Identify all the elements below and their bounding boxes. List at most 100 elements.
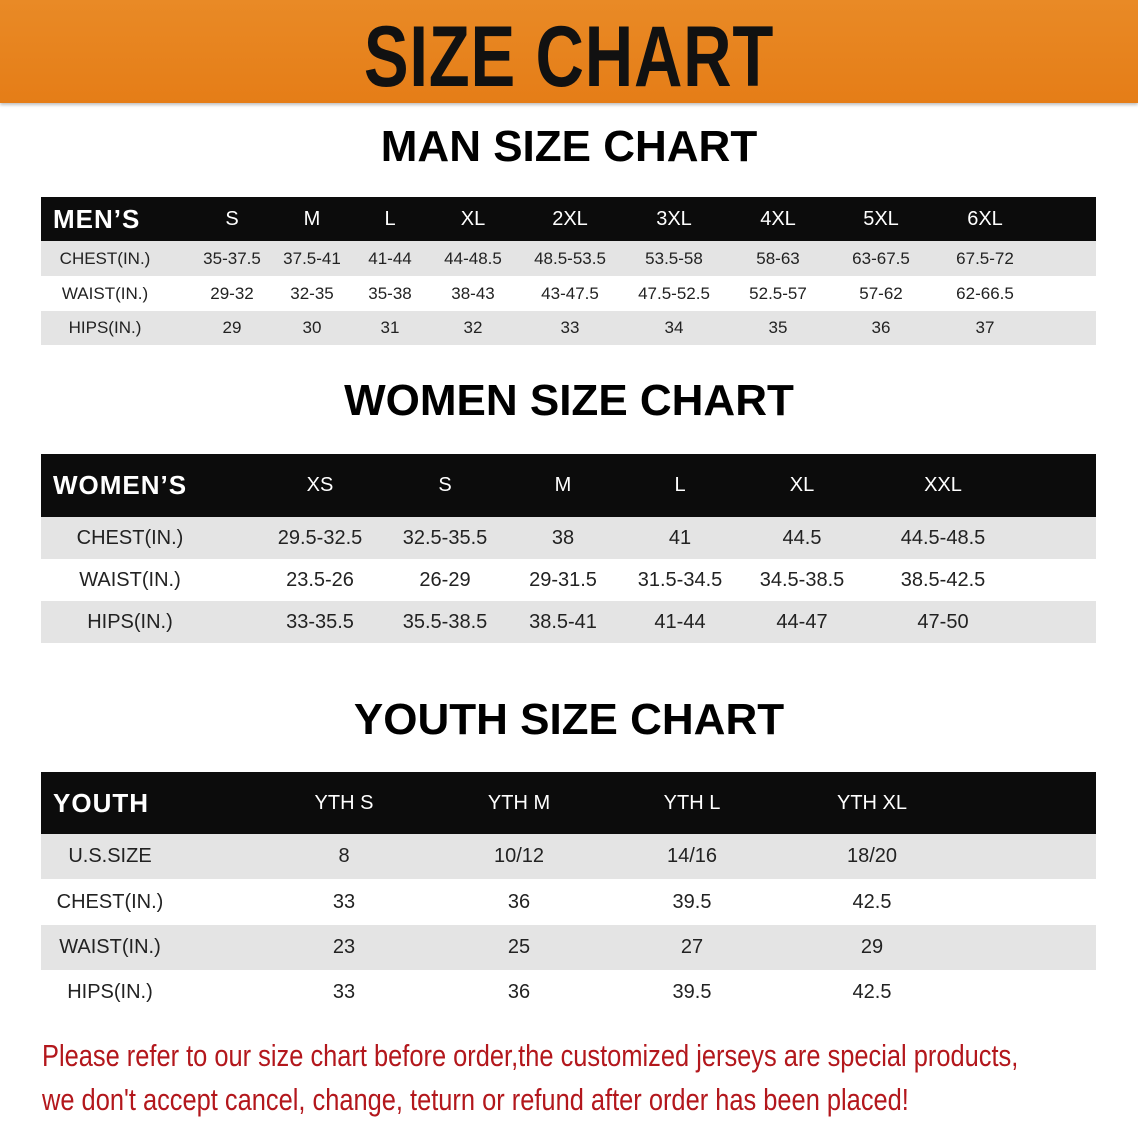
table-cell: 58-63 xyxy=(756,248,800,268)
table-cell: 47-50 xyxy=(917,610,969,633)
table-cell: 41-44 xyxy=(368,248,412,268)
row-label: WAIST(IN.) xyxy=(79,568,181,591)
row-label: CHEST(IN.) xyxy=(59,248,151,268)
table-cell: 35-38 xyxy=(368,283,412,303)
banner-title: SIZE CHART xyxy=(363,9,775,105)
row-label: HIPS(IN.) xyxy=(87,610,173,633)
table-cell: 35 xyxy=(768,318,788,337)
table-cell: 32-35 xyxy=(290,283,334,303)
table-cell: 36 xyxy=(871,318,891,337)
table-cell: 32 xyxy=(463,318,483,337)
table-cell: 23.5-26 xyxy=(286,568,354,591)
table-cell: 38-43 xyxy=(451,283,495,303)
table-header-row: WOMEN’S XS S M L XL XXL xyxy=(41,454,1096,517)
table-row: HIPS(IN.) 33-35.5 35.5-38.5 38.5-41 41-44 44-… xyxy=(41,601,1096,643)
row-label: HIPS(IN.) xyxy=(68,318,142,337)
banner: SIZE CHART xyxy=(0,0,1138,105)
size-header: 2XL xyxy=(552,207,588,230)
table-cell: 35.5-38.5 xyxy=(402,610,488,633)
table-cell: 44-48.5 xyxy=(444,248,502,268)
table-cell: 18/20 xyxy=(846,845,898,867)
table-cell: 44.5 xyxy=(782,526,822,549)
table-cell: 29-32 xyxy=(210,283,254,303)
men-size-table: MEN’S S M L XL 2XL 3XL 4XL 5XL 6XL CHEST(IN.) 35-37… xyxy=(41,197,1096,345)
size-header: L xyxy=(674,474,686,496)
size-header: M xyxy=(303,207,321,230)
table-cell: 27 xyxy=(680,936,704,958)
table-row: HIPS(IN.) 29 30 31 32 33 34 35 36 37 xyxy=(41,311,1096,345)
table-cell: 33 xyxy=(560,318,580,337)
notice-line-1: Please refer to our size chart before or… xyxy=(42,1038,1019,1073)
row-label: HIPS(IN.) xyxy=(67,981,153,1003)
table-cell: 44-47 xyxy=(776,610,828,633)
table-row: HIPS(IN.) 33 36 39.5 42.5 xyxy=(41,970,1096,1015)
table-cell: 38 xyxy=(551,526,575,549)
size-header: 5XL xyxy=(863,207,899,230)
size-header: S xyxy=(438,474,452,496)
table-cell: 63-67.5 xyxy=(852,248,910,268)
table-cell: 52.5-57 xyxy=(749,283,807,303)
size-header: 3XL xyxy=(656,207,692,230)
table-cell: 39.5 xyxy=(672,981,712,1003)
table-cell: 36 xyxy=(507,981,531,1003)
table-row: CHEST(IN.) 35-37.5 37.5-41 41-44 44-48.5 48.5… xyxy=(41,241,1096,276)
size-header: XL xyxy=(460,207,486,230)
table-row: WAIST(IN.) 23 25 27 29 xyxy=(41,925,1096,970)
size-header: YTH S xyxy=(314,791,374,814)
table-cell: 29-31.5 xyxy=(529,568,597,591)
women-size-table: WOMEN’S XS S M L XL XXL CHEST(IN.) 29.5-32.5 32.5… xyxy=(41,454,1096,643)
size-header: XL xyxy=(789,474,815,496)
youth-size-table: YOUTH YTH S YTH M YTH L YTH XL U.S.SIZE 8 10/12… xyxy=(41,772,1096,1015)
table-cell: 10/12 xyxy=(493,845,545,867)
row-label: CHEST(IN.) xyxy=(76,526,184,549)
table-cell: 30 xyxy=(302,318,322,337)
youth-section-title: YOUTH SIZE CHART xyxy=(353,695,785,744)
table-cell: 31 xyxy=(380,318,400,337)
row-label: WAIST(IN.) xyxy=(59,936,161,958)
table-cell: 38.5-42.5 xyxy=(900,568,986,591)
size-header: YTH L xyxy=(663,791,721,814)
table-cell: 8 xyxy=(338,845,350,867)
table-cell: 35-37.5 xyxy=(203,248,261,268)
table-title-cell: WOMEN’S xyxy=(53,470,188,500)
table-cell: 44.5-48.5 xyxy=(900,526,986,549)
table-cell: 33 xyxy=(332,890,356,913)
table-cell: 41-44 xyxy=(654,610,706,633)
table-cell: 33-35.5 xyxy=(286,610,354,633)
table-cell: 67.5-72 xyxy=(956,248,1014,268)
table-cell: 53.5-58 xyxy=(645,248,703,268)
table-cell: 25 xyxy=(507,936,531,958)
table-row: WAIST(IN.) 23.5-26 26-29 29-31.5 31.5-34.5 34… xyxy=(41,559,1096,601)
table-cell: 47.5-52.5 xyxy=(638,283,710,303)
table-cell: 43-47.5 xyxy=(541,283,599,303)
table-title-cell: MEN’S xyxy=(53,203,141,234)
table-cell: 34 xyxy=(664,318,684,337)
table-cell: 48.5-53.5 xyxy=(534,248,606,268)
table-cell: 26-29 xyxy=(419,568,471,591)
table-cell: 36 xyxy=(507,890,531,913)
table-cell: 42.5 xyxy=(852,890,892,913)
size-header: YTH XL xyxy=(836,791,908,814)
table-cell: 38.5-41 xyxy=(529,610,597,633)
table-cell: 29 xyxy=(860,936,884,958)
table-cell: 42.5 xyxy=(852,981,892,1003)
size-header: L xyxy=(384,207,396,230)
size-header: M xyxy=(554,474,572,496)
women-section-title: WOMEN SIZE CHART xyxy=(344,376,794,425)
table-row: WAIST(IN.) 29-32 32-35 35-38 38-43 43-47.5 47.… xyxy=(41,276,1096,311)
table-cell: 34.5-38.5 xyxy=(759,568,845,591)
table-cell: 57-62 xyxy=(859,283,903,303)
row-label: CHEST(IN.) xyxy=(56,890,164,913)
table-cell: 14/16 xyxy=(666,845,718,867)
table-cell: 37 xyxy=(975,318,995,337)
table-cell: 29.5-32.5 xyxy=(277,526,363,549)
table-title-cell: YOUTH xyxy=(53,787,149,818)
size-header: 4XL xyxy=(760,207,796,230)
table-header-row: MEN’S S M L XL 2XL 3XL 4XL 5XL 6XL xyxy=(41,197,1096,241)
table-cell: 33 xyxy=(332,981,356,1003)
table-cell: 62-66.5 xyxy=(956,283,1014,303)
row-label: WAIST(IN.) xyxy=(61,283,149,303)
table-cell: 41 xyxy=(668,526,692,549)
table-header-row: YOUTH YTH S YTH M YTH L YTH XL xyxy=(41,772,1096,834)
table-cell: 39.5 xyxy=(672,890,712,913)
